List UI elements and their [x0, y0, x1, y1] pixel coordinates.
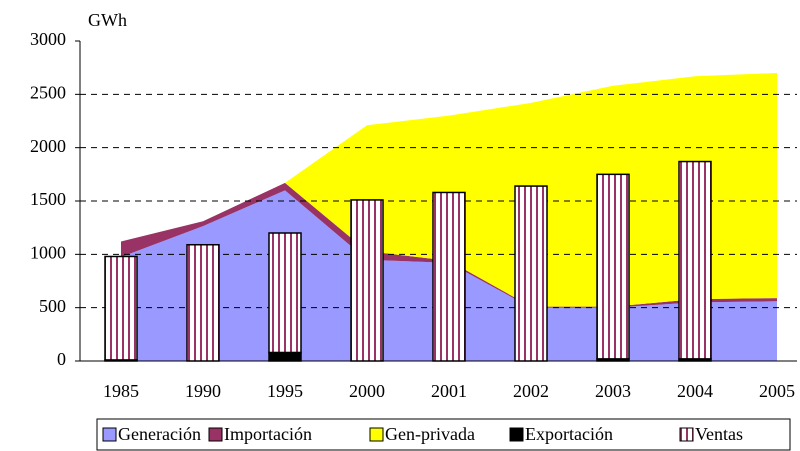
legend-swatch: [679, 427, 694, 442]
x-tick-label: 2000: [349, 381, 385, 401]
legend-label: Generación: [118, 424, 201, 444]
x-tick-label: 1985: [103, 381, 139, 401]
bar: [104, 255, 138, 361]
y-tick-label: 1500: [30, 189, 66, 209]
y-tick-label: 500: [39, 296, 66, 316]
x-tick-label: 1990: [185, 381, 221, 401]
legend-swatch: [102, 427, 117, 442]
bar: [678, 160, 712, 360]
x-tick-label: 1995: [267, 381, 303, 401]
legend-box: [96, 418, 791, 451]
legend-swatch: [208, 427, 223, 442]
x-tick-label: 2001: [431, 381, 467, 401]
x-tick-label: 2005: [759, 381, 795, 401]
legend-swatch: [369, 427, 384, 442]
legend-label: Ventas: [695, 424, 743, 444]
bar: [514, 185, 548, 362]
y-tick-label: 1000: [30, 242, 66, 262]
legend-label: Gen-privada: [385, 424, 475, 444]
x-tick-label: 2004: [677, 381, 713, 401]
bar: [596, 173, 630, 360]
bar: [186, 243, 220, 362]
x-tick-label: 2003: [595, 381, 631, 401]
legend-label: Importación: [224, 424, 312, 444]
bar: [432, 191, 466, 362]
bar: [350, 199, 384, 362]
y-tick-label: 3000: [30, 29, 66, 49]
y-tick-label: 0: [57, 349, 66, 369]
y-tick-label: 2000: [30, 136, 66, 156]
y-axis-label: GWh: [88, 10, 127, 30]
y-tick-label: 2500: [30, 82, 66, 102]
bar: [268, 232, 302, 354]
bar: [268, 351, 302, 362]
x-tick-label: 2002: [513, 381, 549, 401]
legend-label: Exportación: [525, 424, 613, 444]
legend-swatch: [509, 427, 524, 442]
